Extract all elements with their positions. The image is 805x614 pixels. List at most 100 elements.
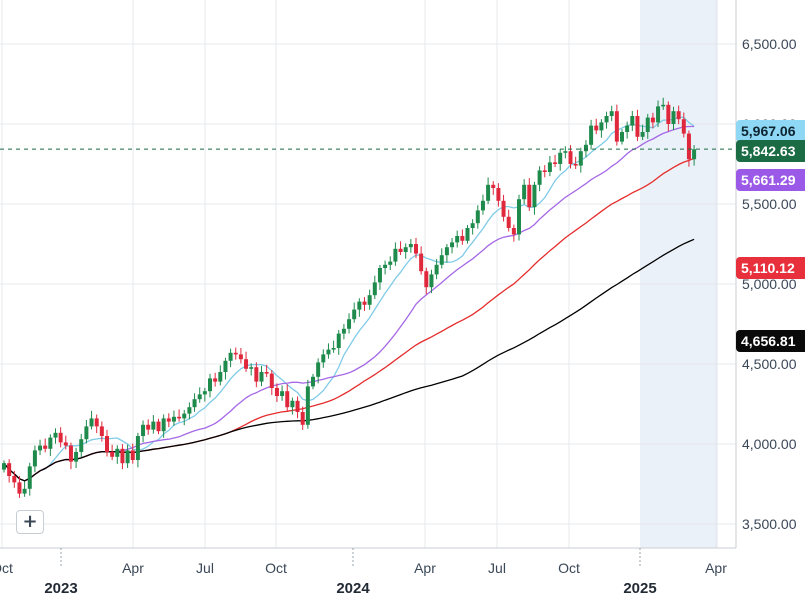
candle-body: [424, 271, 429, 288]
candle-body: [671, 111, 676, 124]
candle-body: [305, 386, 310, 425]
candle-body: [280, 391, 285, 396]
candle-body: [171, 416, 176, 422]
candle-body: [326, 349, 331, 355]
candle-body: [208, 378, 212, 392]
x-tick-label: Oct: [265, 560, 287, 576]
price-badge-label: 5,110.12: [741, 260, 795, 276]
candle-body: [27, 466, 32, 489]
candle-body: [599, 122, 604, 131]
candle-body: [94, 418, 99, 427]
candle-body: [228, 352, 233, 361]
candle-body: [419, 253, 424, 272]
candle-body: [383, 264, 388, 268]
candle-body: [269, 373, 274, 388]
x-tick-label: Oct: [0, 560, 13, 576]
candle-body: [434, 264, 439, 275]
candle-body: [259, 372, 264, 382]
candle-body: [656, 106, 661, 123]
candle-body: [439, 255, 444, 265]
candle-body: [377, 268, 382, 283]
x-axis: Oct Apr Jul Oct Apr Jul Oct Apr 2023 2024 2025: [0, 548, 727, 597]
candle-body: [408, 244, 413, 248]
candle-body: [455, 236, 460, 243]
candle-body: [486, 184, 491, 201]
candle-body: [48, 437, 53, 449]
candle-body: [388, 261, 393, 265]
candle-body: [264, 372, 269, 374]
candle-body: [274, 388, 279, 396]
candle-body: [347, 319, 352, 329]
candle-body: [218, 372, 223, 382]
candle-body: [630, 116, 635, 126]
x-tick-label: Apr: [414, 560, 436, 576]
candle-body: [496, 188, 501, 201]
y-tick-label: 4,500.00: [742, 356, 797, 372]
candles: [2, 97, 697, 498]
candle-body: [547, 162, 552, 172]
candle-body: [501, 200, 506, 217]
candle-body: [367, 295, 372, 305]
candle-body: [666, 104, 671, 124]
price-badges: 5,967.06 5,842.63 5,661.29 5,110.12 4,656.81: [736, 120, 805, 352]
candle-body: [558, 152, 563, 164]
price-badge: [736, 120, 805, 142]
x-tick-label: Apr: [705, 560, 727, 576]
candle-body: [202, 391, 207, 395]
candle-body: [285, 391, 290, 408]
y-tick-label: 6,500.00: [742, 36, 797, 52]
y-tick-label: 4,000.00: [742, 436, 797, 452]
ma-50-line: [3, 125, 695, 482]
candle-body: [506, 216, 511, 228]
candle-body: [357, 301, 362, 310]
candle-body: [311, 376, 315, 387]
candle-body: [336, 333, 341, 348]
x-year-label: 2023: [44, 580, 77, 597]
candle-body: [491, 184, 496, 188]
candle-body: [589, 125, 594, 145]
candle-body: [146, 424, 151, 430]
price-badge: [736, 169, 805, 191]
candle-body: [537, 170, 542, 185]
moving-averages: [3, 116, 695, 482]
candle-body: [141, 424, 146, 436]
zoom-in-button[interactable]: +: [16, 510, 44, 534]
price-badge: [736, 257, 805, 279]
candle-body: [517, 199, 521, 235]
candle-body: [321, 354, 326, 363]
candle-body: [640, 132, 645, 137]
candle-body: [7, 463, 12, 476]
candle-body: [105, 436, 109, 452]
price-badge-label: 5,842.63: [741, 143, 796, 159]
candle-body: [130, 450, 135, 460]
candle-body: [676, 111, 681, 120]
y-axis: 3,500.00 4,000.00 4,500.00 5,000.00 5,500.00…: [742, 36, 797, 532]
candle-body: [393, 248, 398, 262]
candle-body: [254, 367, 259, 382]
candle-body: [38, 445, 43, 451]
candle-body: [341, 328, 346, 334]
x-tick-label: Oct: [558, 560, 580, 576]
candle-body: [686, 133, 691, 160]
candle-body: [352, 309, 357, 320]
x-tick-label: Jul: [488, 560, 506, 576]
candle-body: [110, 452, 115, 457]
x-year-label: 2024: [336, 580, 370, 597]
candle-body: [414, 244, 418, 254]
ma-20-line: [3, 116, 695, 482]
candle-body: [604, 116, 609, 123]
x-tick-label: Jul: [196, 560, 214, 576]
candle-body: [316, 362, 321, 377]
candle-body: [553, 162, 558, 164]
candle-body: [135, 436, 140, 460]
candle-body: [74, 452, 79, 462]
candle-body: [398, 248, 403, 252]
candle-body: [99, 426, 104, 436]
price-badge-label: 5,967.06: [741, 123, 796, 139]
candle-body: [460, 236, 465, 241]
candle-body: [573, 164, 578, 166]
candle-body: [620, 132, 624, 142]
price-badge-label: 5,661.29: [741, 172, 796, 188]
candle-body: [594, 125, 599, 131]
